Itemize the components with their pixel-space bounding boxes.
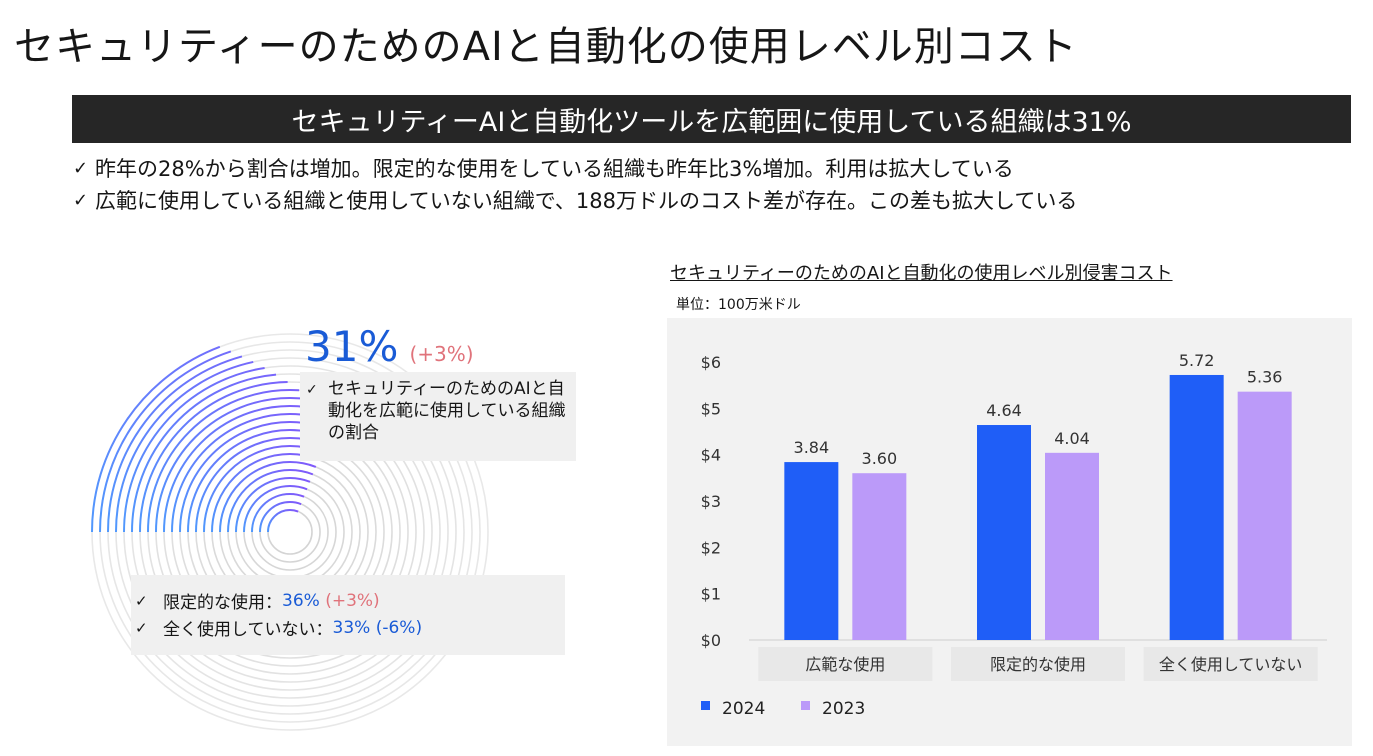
headline-banner: セキュリティーAIと自動化ツールを広範囲に使用している組織は31%	[72, 95, 1351, 143]
x-category-label: 全く使用していない	[1159, 655, 1303, 674]
bar-value-label: 3.60	[862, 449, 898, 468]
ring	[99, 341, 481, 723]
chart-title: セキュリティーのためのAIと自動化の使用レベル別侵害コスト	[670, 263, 1173, 284]
share-description: セキュリティーのためのAIと自動化を広範に使用している組織の割合	[328, 379, 566, 443]
share-delta: (+3%)	[409, 342, 474, 366]
y-tick-label: $6	[701, 353, 721, 372]
bar-value-label: 5.72	[1179, 351, 1215, 370]
category-label-bg	[1143, 647, 1318, 681]
bar-value-label: 3.84	[794, 438, 830, 457]
ring	[251, 493, 329, 571]
page-title: セキュリティーのためのAIと自動化の使用レベル別コスト	[14, 24, 1078, 70]
bar-chart: $0 $1 $2 $3 $4 $5 $6 広範な使用 3.84 3.60 限定的な使用 4.64 4.0…	[701, 351, 1327, 719]
bar-2024	[784, 462, 839, 640]
legend-swatch	[701, 701, 710, 710]
ring	[259, 501, 321, 563]
legend-label: 2023	[822, 699, 865, 719]
share-percent: 31%	[305, 322, 399, 371]
y-tick-label: $2	[701, 538, 721, 557]
y-tick-label: $0	[701, 631, 721, 650]
ring	[91, 333, 489, 731]
ring	[115, 357, 465, 707]
bullet-item: ✓ 昨年の28%から割合は増加。限定的な使用をしている組織も昨年比3%増加。利用…	[73, 153, 1077, 185]
summary-bullets: ✓ 昨年の28%から割合は増加。限定的な使用をしている組織も昨年比3%増加。利用…	[73, 153, 1077, 217]
bullet-text: 昨年の28%から割合は増加。限定的な使用をしている組織も昨年比3%増加。利用は拡…	[95, 157, 1014, 181]
limited-usage-label: 限定的な使用：	[163, 593, 282, 613]
bar-value-label: 5.36	[1247, 368, 1283, 387]
y-tick-label: $1	[701, 585, 721, 604]
x-category-label: 広範な使用	[805, 655, 885, 674]
no-usage-label: 全く使用していない：	[163, 620, 333, 640]
ring	[155, 397, 425, 667]
no-usage-row: ✓ 全く使用していない： 33% (-6%)	[131, 615, 423, 641]
bullet-item: ✓ 広範に使用している組織と使用していない組織で、188万ドルのコスト差が存在。…	[73, 185, 1077, 217]
bar-2024	[1169, 374, 1224, 640]
bar-2023	[852, 473, 907, 640]
checkmark-icon: ✓	[73, 190, 89, 211]
limited-usage-value: 36%	[282, 590, 320, 611]
banner-text: セキュリティーAIと自動化ツールを広範囲に使用している組織は31%	[291, 106, 1132, 138]
legend-swatch	[801, 701, 810, 710]
bar-value-label: 4.64	[986, 401, 1022, 420]
ring	[147, 389, 433, 675]
checkmark-icon: ✓	[135, 618, 148, 637]
limited-usage-row: ✓ 限定的な使用： 36% (+3%)	[131, 588, 380, 614]
checkmark-icon: ✓	[73, 158, 89, 179]
bar-2024	[977, 425, 1031, 640]
checkmark-icon: ✓	[306, 382, 318, 398]
category-label-bg	[951, 647, 1125, 681]
legend-label: 2024	[722, 699, 765, 719]
bar-2023	[1237, 391, 1292, 640]
y-tick-label: $5	[701, 399, 721, 418]
ring	[243, 485, 337, 579]
ring	[107, 349, 473, 715]
usage-rings-graphic	[91, 333, 489, 731]
ring	[123, 365, 457, 699]
y-tick-label: $3	[701, 492, 721, 511]
ring	[267, 509, 313, 555]
no-usage-delta: (-6%)	[375, 617, 423, 638]
chart-unit-label: 単位：100万米ドル	[676, 297, 801, 313]
no-usage-value: 33%	[332, 617, 371, 638]
checkmark-icon: ✓	[135, 591, 148, 610]
usage-share: 31% (+3%)	[305, 322, 474, 371]
ring	[131, 373, 449, 691]
share-description-box: ✓ セキュリティーのためのAIと自動化を広範に使用している組織の割合	[300, 372, 576, 461]
usage-breakdown-box: ✓ 限定的な使用： 36% (+3%) ✓ 全く使用していない： 33% (-6…	[131, 575, 565, 655]
y-tick-label: $4	[701, 446, 721, 465]
ring	[139, 381, 441, 683]
bullet-text: 広範に使用している組織と使用していない組織で、188万ドルのコスト差が存在。この…	[95, 189, 1078, 213]
bar-2023	[1045, 452, 1099, 640]
category-label-bg	[758, 647, 933, 681]
bar-value-label: 4.04	[1054, 429, 1090, 448]
chart-panel: $0 $1 $2 $3 $4 $5 $6 広範な使用 3.84 3.60 限定的な使用 4.64 4.0…	[667, 318, 1352, 746]
x-category-label: 限定的な使用	[990, 655, 1086, 674]
limited-usage-delta: (+3%)	[325, 590, 380, 611]
ring	[163, 405, 417, 659]
